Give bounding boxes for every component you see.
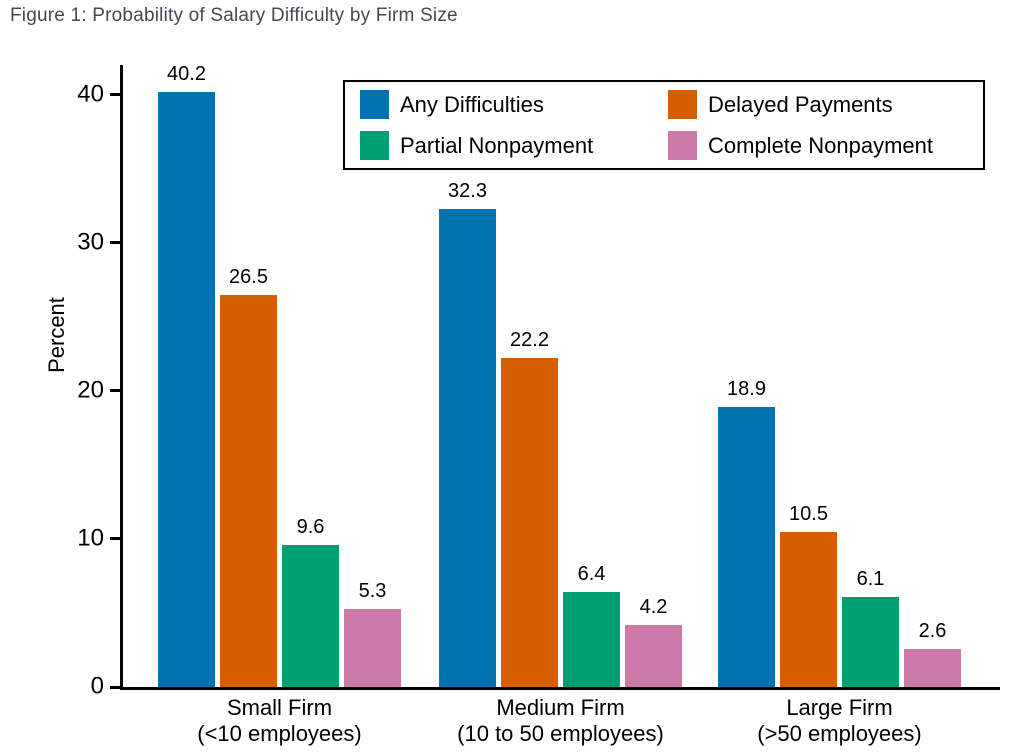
- y-tick-40: [110, 93, 120, 97]
- legend-label-partial-nonpayment: Partial Nonpayment: [400, 132, 594, 158]
- x-category-label-small-firm: Small Firm (<10 employees): [158, 695, 401, 747]
- plot-area: Any Difficulties Delayed Payments Partial …: [77, 62, 1000, 746]
- legend-label-delayed-payments: Delayed Payments: [708, 91, 893, 117]
- x-axis-line: [120, 687, 1000, 690]
- y-axis-title: Percent: [44, 297, 69, 373]
- legend-item-partial-nonpayment: Partial Nonpayment: [360, 131, 668, 160]
- y-tick-label-0: 0: [90, 672, 104, 700]
- y-axis-line: [120, 65, 123, 690]
- legend-swatch-complete-nonpayment: [668, 131, 697, 160]
- x-category-sub: (>50 employees): [757, 721, 922, 746]
- legend-swatch-partial-nonpayment: [360, 131, 389, 160]
- bar-partial-nonpayment-medium-firm: [563, 592, 620, 687]
- bar-complete-nonpayment-large-firm: [904, 648, 961, 687]
- bar-value-partial-nonpayment-medium-firm: 6.4: [577, 563, 606, 586]
- y-tick-label-20: 20: [77, 376, 104, 404]
- bar-value-complete-nonpayment-medium-firm: 4.2: [639, 595, 668, 618]
- bar-delayed-payments-small-firm: [220, 294, 277, 687]
- legend-item-any-difficulties: Any Difficulties: [360, 90, 668, 119]
- bar-partial-nonpayment-large-firm: [842, 596, 899, 687]
- legend-item-complete-nonpayment: Complete Nonpayment: [668, 131, 983, 160]
- x-category-label-large-firm: Large Firm (>50 employees): [718, 695, 961, 747]
- x-category-label-medium-firm: Medium Firm (10 to 50 employees): [439, 695, 682, 747]
- bar-partial-nonpayment-small-firm: [282, 544, 339, 687]
- bar-delayed-payments-large-firm: [780, 531, 837, 687]
- x-category-main: Medium Firm: [496, 695, 625, 720]
- x-category-main: Large Firm: [786, 695, 893, 720]
- bar-delayed-payments-medium-firm: [501, 358, 558, 687]
- y-tick-label-40: 40: [77, 80, 104, 108]
- bar-group-small-firm: 40.2 26.5 9.6 5.3 Small Firm (<10 employees): [158, 62, 401, 746]
- bar-value-complete-nonpayment-large-firm: 2.6: [918, 619, 947, 642]
- legend-label-any-difficulties: Any Difficulties: [400, 91, 544, 117]
- legend-item-delayed-payments: Delayed Payments: [668, 90, 983, 119]
- x-category-sub: (10 to 50 employees): [457, 721, 664, 746]
- bar-any-difficulties-large-firm: [718, 407, 775, 687]
- bar-any-difficulties-small-firm: [158, 91, 215, 687]
- bar-value-delayed-payments-large-firm: 10.5: [789, 502, 828, 525]
- legend-label-complete-nonpayment: Complete Nonpayment: [708, 132, 934, 158]
- bar-value-any-difficulties-medium-firm: 32.3: [448, 179, 487, 202]
- bar-complete-nonpayment-small-firm: [344, 608, 401, 687]
- bar-value-partial-nonpayment-small-firm: 9.6: [296, 515, 325, 538]
- y-tick-10: [110, 537, 120, 541]
- y-tick-0: [110, 685, 120, 689]
- legend-swatch-any-difficulties: [360, 90, 389, 119]
- y-tick-label-10: 10: [77, 524, 104, 552]
- legend: Any Difficulties Delayed Payments Partial …: [343, 80, 985, 170]
- legend-swatch-delayed-payments: [668, 90, 697, 119]
- y-tick-20: [110, 389, 120, 393]
- bar-any-difficulties-medium-firm: [439, 208, 496, 687]
- x-category-main: Small Firm: [226, 695, 333, 720]
- bar-value-delayed-payments-medium-firm: 22.2: [510, 329, 549, 352]
- bar-value-partial-nonpayment-large-firm: 6.1: [856, 567, 885, 590]
- y-tick-label-30: 30: [77, 228, 104, 256]
- bar-value-complete-nonpayment-small-firm: 5.3: [358, 579, 387, 602]
- figure-title: Figure 1: Probability of Salary Difficul…: [10, 5, 458, 26]
- bar-group-large-firm: 18.9 10.5 6.1 2.6 Large Firm (>50 employees): [718, 65, 961, 746]
- x-category-sub: (<10 employees): [197, 721, 362, 746]
- bar-group-medium-firm: 32.3 22.2 6.4 4.2 Medium Firm (10 to 50 emplo…: [439, 65, 682, 746]
- bar-value-delayed-payments-small-firm: 26.5: [229, 265, 268, 288]
- bar-value-any-difficulties-small-firm: 40.2: [167, 62, 206, 85]
- y-tick-30: [110, 241, 120, 245]
- bar-value-any-difficulties-large-firm: 18.9: [727, 378, 766, 401]
- bar-complete-nonpayment-medium-firm: [625, 624, 682, 687]
